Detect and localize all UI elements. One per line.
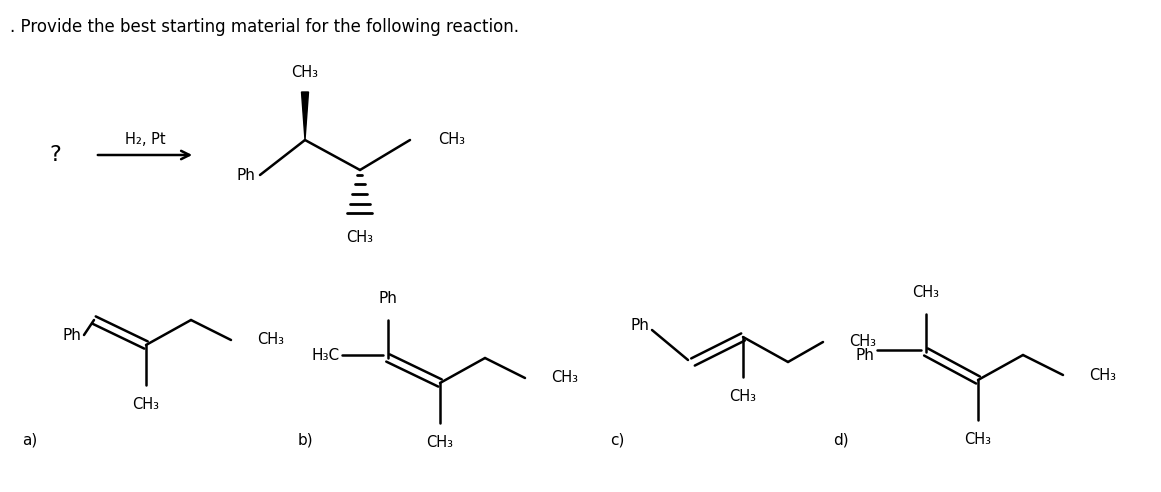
Text: CH₃: CH₃ xyxy=(346,230,374,245)
Text: CH₃: CH₃ xyxy=(965,432,991,447)
Text: Ph: Ph xyxy=(236,167,255,183)
Text: ?: ? xyxy=(49,145,60,165)
Text: CH₃: CH₃ xyxy=(257,333,284,347)
Text: Ph: Ph xyxy=(856,347,874,363)
Text: CH₃: CH₃ xyxy=(849,335,877,349)
Text: CH₃: CH₃ xyxy=(729,389,757,404)
Text: . Provide the best starting material for the following reaction.: . Provide the best starting material for… xyxy=(10,18,519,36)
Text: CH₃: CH₃ xyxy=(913,285,939,300)
Text: CH₃: CH₃ xyxy=(551,370,578,386)
Text: CH₃: CH₃ xyxy=(132,397,159,412)
Text: b): b) xyxy=(298,432,313,448)
Text: CH₃: CH₃ xyxy=(438,132,466,148)
Text: Ph: Ph xyxy=(378,291,397,306)
Text: c): c) xyxy=(610,432,625,448)
Text: H₃C: H₃C xyxy=(312,347,340,363)
Text: a): a) xyxy=(22,432,37,448)
Polygon shape xyxy=(302,92,309,140)
Text: Ph: Ph xyxy=(630,317,649,333)
Text: Ph: Ph xyxy=(63,328,81,342)
Text: H₂, Pt: H₂, Pt xyxy=(124,132,165,148)
Text: CH₃: CH₃ xyxy=(1089,368,1116,382)
Text: CH₃: CH₃ xyxy=(291,65,318,80)
Text: CH₃: CH₃ xyxy=(426,435,454,450)
Text: d): d) xyxy=(832,432,849,448)
